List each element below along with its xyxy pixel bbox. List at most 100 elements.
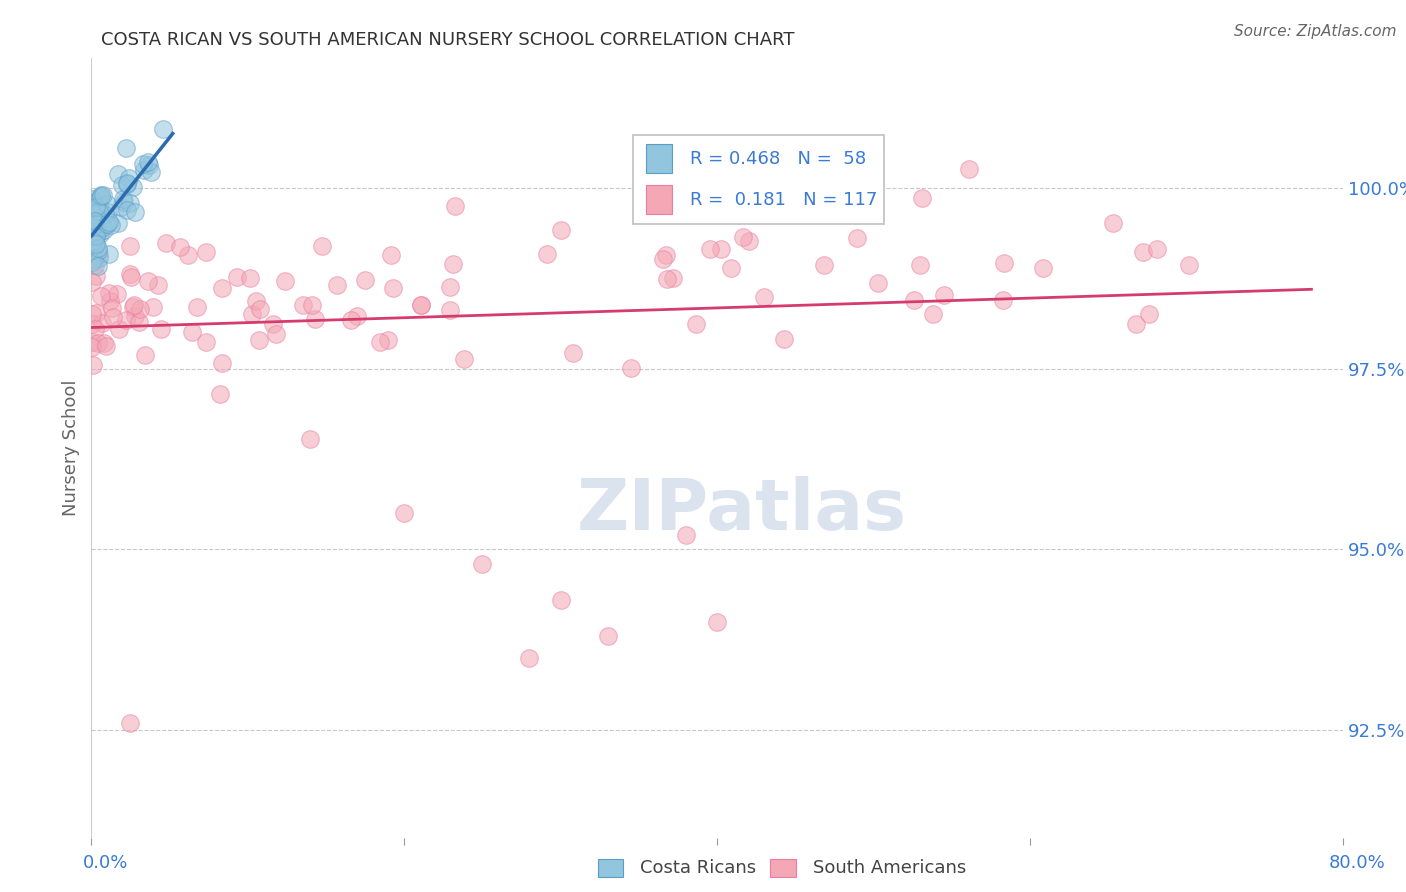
Point	[122, 180, 145, 194]
Point	[82, 359, 104, 373]
Point	[311, 238, 333, 252]
Point	[209, 387, 232, 401]
Text: Source: ZipAtlas.com: Source: ZipAtlas.com	[1233, 24, 1396, 39]
Point	[87, 241, 110, 255]
Point	[84, 237, 107, 252]
Point	[264, 327, 287, 342]
Point	[86, 217, 108, 231]
Point	[120, 715, 142, 730]
Point	[368, 334, 391, 349]
Point	[80, 340, 103, 354]
Point	[91, 188, 114, 202]
Point	[82, 234, 104, 248]
Point	[685, 317, 707, 331]
Point	[1132, 244, 1154, 259]
Point	[654, 248, 676, 262]
Point	[94, 339, 117, 353]
Point	[262, 317, 284, 331]
Point	[136, 155, 159, 169]
Point	[353, 273, 375, 287]
Point	[89, 227, 111, 241]
Point	[443, 199, 465, 213]
Point	[90, 316, 112, 330]
Point	[195, 244, 218, 259]
Point	[132, 157, 155, 171]
Point	[657, 272, 679, 286]
Point	[517, 650, 540, 665]
Text: 0.0%: 0.0%	[83, 854, 128, 871]
Point	[177, 248, 200, 262]
Point	[292, 297, 315, 311]
Y-axis label: Nursery School: Nursery School	[62, 380, 80, 516]
Point	[346, 309, 368, 323]
Point	[82, 220, 104, 235]
Point	[112, 194, 135, 209]
Point	[754, 290, 776, 304]
Point	[710, 243, 733, 257]
Point	[242, 307, 264, 321]
Point	[536, 246, 558, 260]
Point	[115, 140, 138, 154]
Point	[98, 294, 121, 309]
Point	[274, 274, 297, 288]
Point	[249, 301, 271, 316]
Point	[738, 234, 761, 248]
Point	[120, 267, 142, 281]
Point	[86, 221, 108, 235]
Point	[1137, 307, 1160, 321]
Point	[377, 333, 399, 347]
Point	[134, 348, 156, 362]
Point	[100, 218, 122, 232]
Point	[83, 215, 105, 229]
Point	[94, 208, 117, 222]
Point	[439, 303, 461, 318]
Point	[110, 200, 132, 214]
Point	[84, 258, 107, 272]
Point	[97, 286, 120, 301]
Point	[146, 278, 169, 293]
Point	[211, 281, 233, 295]
Point	[1032, 260, 1054, 275]
Point	[93, 219, 115, 234]
Point	[90, 289, 112, 303]
Point	[903, 293, 925, 308]
Point	[993, 256, 1015, 270]
Point	[195, 334, 218, 349]
Point	[550, 222, 572, 236]
Point	[731, 230, 754, 244]
Point	[98, 247, 121, 261]
Point	[93, 336, 115, 351]
Point	[245, 293, 267, 308]
Text: 80.0%: 80.0%	[1329, 854, 1385, 871]
Point	[101, 301, 124, 316]
Point	[868, 276, 890, 290]
Point	[120, 269, 142, 284]
Point	[134, 163, 156, 178]
Point	[115, 202, 138, 217]
Point	[1102, 216, 1125, 230]
Point	[90, 188, 112, 202]
Point	[128, 301, 150, 316]
Point	[115, 176, 138, 190]
Point	[115, 312, 138, 326]
Point	[111, 178, 134, 193]
Point	[453, 352, 475, 367]
Point	[108, 322, 131, 336]
Point	[86, 227, 108, 241]
Point	[441, 257, 464, 271]
Point	[82, 192, 104, 206]
Point	[124, 205, 146, 219]
Point	[340, 313, 363, 327]
Point	[124, 309, 146, 323]
Point	[993, 293, 1015, 308]
Text: Costa Ricans: Costa Ricans	[640, 859, 756, 877]
Point	[80, 275, 103, 289]
Point	[846, 230, 869, 244]
Text: R =  0.181   N = 117: R = 0.181 N = 117	[690, 191, 877, 209]
Point	[83, 226, 105, 240]
Point	[87, 259, 110, 273]
Point	[118, 195, 141, 210]
Point	[772, 332, 794, 346]
Point	[84, 268, 107, 283]
Point	[247, 333, 270, 347]
